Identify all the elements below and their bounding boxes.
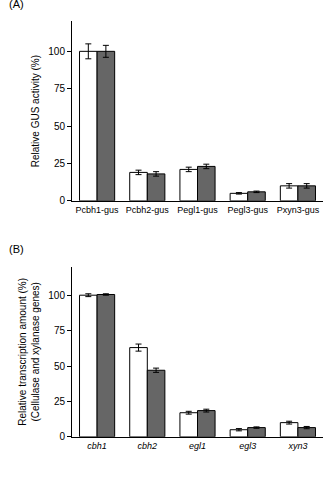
- svg-text:Pegl1-gus: Pegl1-gus: [177, 205, 218, 215]
- svg-text:0: 0: [59, 195, 65, 206]
- svg-text:75: 75: [54, 83, 66, 94]
- svg-text:25: 25: [54, 158, 66, 169]
- svg-text:egl3: egl3: [239, 441, 256, 451]
- svg-text:Pegl3-gus: Pegl3-gus: [227, 205, 268, 215]
- svg-text:50: 50: [54, 361, 66, 372]
- svg-text:Relative GUS activity (%): Relative GUS activity (%): [30, 55, 41, 167]
- svg-text:Pxyn3-gus: Pxyn3-gus: [277, 205, 320, 215]
- svg-text:Pcbh2-gus: Pcbh2-gus: [126, 205, 170, 215]
- svg-text:egl1: egl1: [189, 441, 206, 451]
- svg-text:0: 0: [59, 431, 65, 442]
- svg-text:Relative transcription amount: Relative transcription amount (%)(Cellul…: [17, 278, 41, 426]
- svg-text:75: 75: [54, 325, 66, 336]
- svg-text:25: 25: [54, 396, 66, 407]
- svg-text:100: 100: [48, 290, 65, 301]
- svg-text:(B): (B): [9, 243, 24, 255]
- svg-text:Pcbh1-gus: Pcbh1-gus: [76, 205, 120, 215]
- svg-text:cbh1: cbh1: [87, 441, 107, 451]
- svg-text:(A): (A): [9, 0, 24, 10]
- svg-text:100: 100: [48, 46, 65, 57]
- svg-text:cbh2: cbh2: [138, 441, 158, 451]
- svg-text:50: 50: [54, 121, 66, 132]
- svg-text:xyn3: xyn3: [287, 441, 307, 451]
